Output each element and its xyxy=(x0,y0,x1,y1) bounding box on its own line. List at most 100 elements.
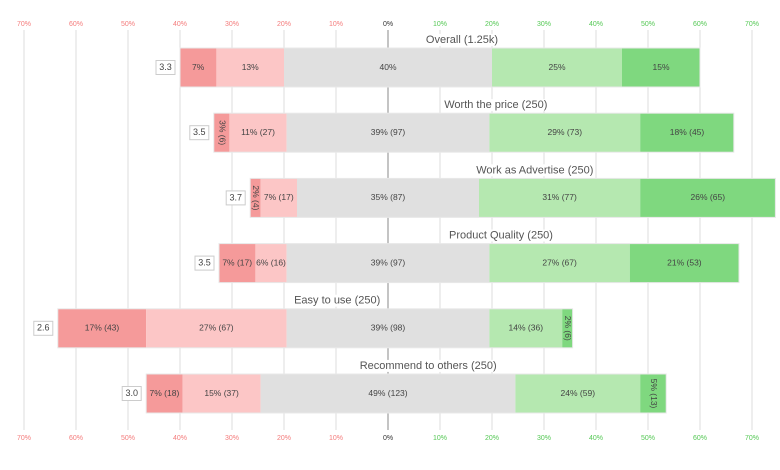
bar-segment xyxy=(219,243,256,283)
x-tick-label: 50% xyxy=(121,435,135,442)
score-label: 2.6 xyxy=(37,323,50,333)
segment-label: 7% (17) xyxy=(264,192,294,202)
bar-segment xyxy=(229,113,287,153)
bar-segment xyxy=(562,308,573,348)
segment-label: 18% (45) xyxy=(670,127,705,137)
bar-segment xyxy=(250,178,261,218)
row-title: Work as Advertise (250) xyxy=(476,164,593,176)
bar-segment xyxy=(297,178,479,218)
row-title-bg xyxy=(292,294,383,307)
score-box xyxy=(194,255,215,271)
segment-label: 3% (6) xyxy=(217,120,227,145)
score-label: 3.5 xyxy=(198,257,211,267)
x-tick-label: 10% xyxy=(433,21,447,28)
score-box xyxy=(225,190,246,206)
row-title-bg xyxy=(442,99,550,112)
bar-segment xyxy=(489,308,563,348)
bar-segment xyxy=(640,178,776,218)
bar-segment xyxy=(489,113,641,153)
row-title: Recommend to others (250) xyxy=(360,360,497,372)
segment-label: 39% (97) xyxy=(371,127,406,137)
segment-label: 29% (73) xyxy=(548,127,583,137)
bar-segment xyxy=(182,374,261,413)
x-tick-label: 60% xyxy=(69,435,83,442)
score-label: 3.5 xyxy=(193,127,206,137)
bar-segment xyxy=(260,374,516,413)
segment-label: 14% (36) xyxy=(509,323,544,333)
x-tick-label: 40% xyxy=(589,21,603,28)
segment-label: 39% (97) xyxy=(371,257,406,267)
x-tick-label: 20% xyxy=(277,21,291,28)
score-label: 3.7 xyxy=(229,192,242,202)
bar-segment xyxy=(629,243,739,283)
score-box xyxy=(189,125,210,141)
bar-shadow xyxy=(57,308,574,349)
x-tick-label: 60% xyxy=(693,21,707,28)
bar-segment xyxy=(622,48,700,87)
x-tick-label: 30% xyxy=(225,435,239,442)
segment-label: 15% (37) xyxy=(204,388,239,398)
bar-shadow xyxy=(179,47,701,88)
bar-segment xyxy=(492,48,622,87)
x-tick-label: 10% xyxy=(329,21,343,28)
x-tick-label: 30% xyxy=(537,435,551,442)
x-tick-label: 10% xyxy=(433,435,447,442)
score-label: 3.0 xyxy=(125,388,138,398)
segment-label: 25% xyxy=(548,62,565,72)
bar-shadow xyxy=(145,373,667,414)
x-tick-label: 60% xyxy=(69,21,83,28)
segment-label: 31% (77) xyxy=(542,192,577,202)
bar-segment xyxy=(286,243,490,283)
segment-label: 49% (123) xyxy=(368,388,407,398)
x-tick-label: 60% xyxy=(693,435,707,442)
x-tick-label: 70% xyxy=(745,21,759,28)
bar-segment xyxy=(216,48,284,87)
bar-segment xyxy=(515,374,641,413)
x-tick-label: 50% xyxy=(641,435,655,442)
bar-segment xyxy=(640,374,667,413)
segment-label: 27% (67) xyxy=(199,323,234,333)
segment-label: 27% (67) xyxy=(542,257,577,267)
segment-label: 17% (43) xyxy=(85,323,120,333)
row-title: Worth the price (250) xyxy=(444,99,547,111)
bar-segment xyxy=(286,113,490,153)
bar-segment xyxy=(180,48,217,87)
bar-segment xyxy=(260,178,297,218)
bar-segment xyxy=(284,48,492,87)
segment-label: 24% (59) xyxy=(561,388,596,398)
segment-label: 21% (53) xyxy=(667,257,702,267)
bar-segment xyxy=(57,308,147,348)
x-tick-label: 50% xyxy=(641,21,655,28)
x-tick-label: 20% xyxy=(485,435,499,442)
bar-shadow xyxy=(213,112,735,153)
row-title-bg xyxy=(423,33,501,46)
row-title: Product Quality (250) xyxy=(449,230,553,242)
segment-label: 2% (4) xyxy=(251,185,261,210)
bar-shadow xyxy=(218,243,740,284)
score-label: 3.3 xyxy=(159,62,172,72)
x-tick-label: 10% xyxy=(329,435,343,442)
bar-segment xyxy=(146,308,287,348)
row-title-bg xyxy=(474,164,596,177)
x-tick-label: 20% xyxy=(277,435,291,442)
row-title-bg xyxy=(357,359,499,372)
x-tick-label: 30% xyxy=(537,21,551,28)
segment-label: 6% (16) xyxy=(256,257,286,267)
x-tick-label: 70% xyxy=(17,435,31,442)
segment-label: 13% xyxy=(242,62,259,72)
segment-label: 5% (13) xyxy=(649,379,659,409)
row-title: Overall (1.25k) xyxy=(426,34,498,46)
x-tick-label: 40% xyxy=(589,435,603,442)
x-tick-label: 40% xyxy=(173,21,187,28)
bar-segment xyxy=(286,308,490,348)
x-tick-label: 40% xyxy=(173,435,187,442)
segment-label: 2% (6) xyxy=(563,316,573,341)
segment-label: 39% (98) xyxy=(371,323,406,333)
bar-segment xyxy=(255,243,287,283)
x-tick-label: 50% xyxy=(121,21,135,28)
score-box xyxy=(121,386,142,401)
bar-segment xyxy=(479,178,641,218)
segment-label: 11% (27) xyxy=(241,127,275,137)
score-box xyxy=(155,60,176,75)
segment-label: 7% (17) xyxy=(222,257,252,267)
